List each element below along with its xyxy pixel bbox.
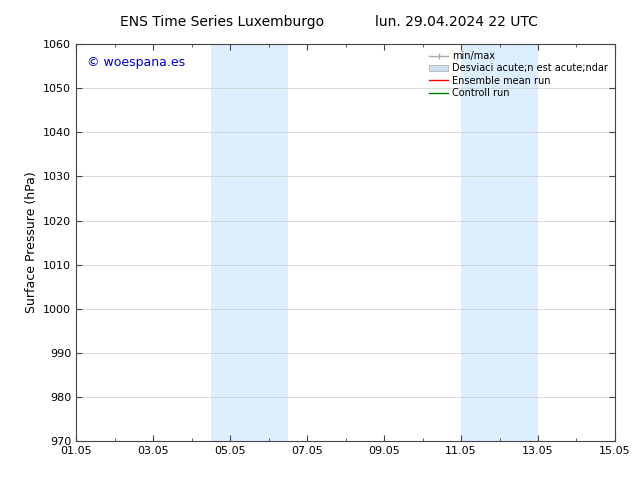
Text: © woespana.es: © woespana.es bbox=[87, 56, 185, 69]
Legend: min/max, Desviaci acute;n est acute;ndar, Ensemble mean run, Controll run: min/max, Desviaci acute;n est acute;ndar… bbox=[427, 49, 610, 100]
Bar bbox=[210, 44, 288, 441]
Bar bbox=[461, 44, 538, 441]
Y-axis label: Surface Pressure (hPa): Surface Pressure (hPa) bbox=[25, 172, 37, 314]
Text: lun. 29.04.2024 22 UTC: lun. 29.04.2024 22 UTC bbox=[375, 15, 538, 29]
Text: ENS Time Series Luxemburgo: ENS Time Series Luxemburgo bbox=[120, 15, 324, 29]
